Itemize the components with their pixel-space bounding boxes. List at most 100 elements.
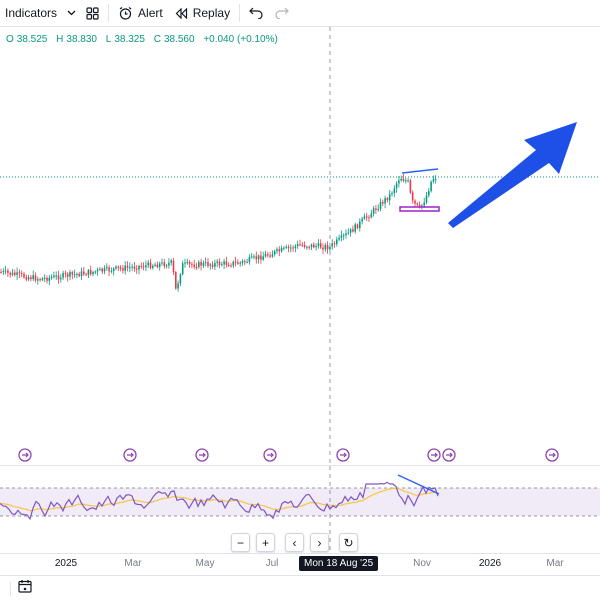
candle-body bbox=[25, 277, 28, 280]
scroll-left-button[interactable]: ‹ bbox=[285, 533, 304, 552]
candle-body bbox=[161, 262, 163, 264]
candle-body bbox=[423, 202, 425, 206]
event-markers bbox=[18, 448, 559, 462]
candle-body bbox=[398, 180, 400, 184]
redo-button[interactable] bbox=[269, 0, 295, 26]
candle-body bbox=[393, 188, 396, 193]
candle-body bbox=[99, 268, 101, 270]
chevron-right-icon: › bbox=[317, 535, 322, 550]
time-label: May bbox=[195, 558, 215, 569]
event-marker-glyph bbox=[446, 452, 453, 458]
candle-body bbox=[267, 254, 269, 256]
candle-body bbox=[108, 267, 110, 272]
price-chart[interactable] bbox=[0, 27, 600, 465]
undo-button[interactable] bbox=[243, 0, 269, 26]
candle-body bbox=[39, 279, 41, 281]
indicators-dropdown[interactable] bbox=[63, 0, 80, 26]
candle-body bbox=[191, 263, 193, 265]
low-key: L bbox=[105, 34, 112, 45]
candle-body bbox=[4, 270, 7, 272]
candle-body bbox=[92, 271, 94, 275]
candle-body bbox=[177, 283, 179, 289]
candle-body bbox=[319, 243, 322, 248]
candle-body bbox=[48, 277, 51, 281]
candle-body bbox=[411, 192, 414, 201]
candle-body bbox=[11, 272, 14, 275]
open-key: O bbox=[6, 34, 14, 45]
top-toolbar: Indicators Alert Replay bbox=[0, 0, 600, 27]
candle-body bbox=[345, 233, 347, 236]
arrow-drawing[interactable] bbox=[448, 122, 577, 228]
candle-body bbox=[53, 275, 55, 278]
candle-body bbox=[400, 178, 402, 181]
candle-body bbox=[372, 208, 375, 214]
bottom-toolbar bbox=[0, 575, 600, 601]
candle-body bbox=[188, 261, 191, 264]
candle-body bbox=[140, 265, 143, 267]
candle-body bbox=[347, 232, 350, 234]
reset-chart-button[interactable]: ↻ bbox=[339, 533, 358, 552]
candle-body bbox=[200, 261, 202, 266]
candle-body bbox=[432, 179, 435, 182]
layouts-button[interactable] bbox=[80, 0, 105, 26]
candle-body bbox=[223, 261, 225, 265]
pane-separator[interactable] bbox=[0, 465, 600, 466]
candle-body bbox=[209, 264, 212, 266]
event-marker-glyph bbox=[431, 452, 438, 458]
candle-body bbox=[110, 270, 113, 272]
candle-body bbox=[83, 271, 85, 275]
candle-body bbox=[370, 213, 373, 218]
candle-body bbox=[152, 265, 154, 268]
time-label: Mar bbox=[546, 558, 564, 569]
candle-body bbox=[285, 246, 287, 248]
rsi-pane[interactable] bbox=[0, 466, 600, 553]
plus-icon: + bbox=[261, 535, 269, 550]
candle-body bbox=[324, 245, 327, 250]
candle-body bbox=[7, 270, 9, 273]
candle-body bbox=[156, 264, 159, 268]
candle-body bbox=[23, 273, 25, 278]
candle-body bbox=[253, 256, 255, 258]
rsi-band bbox=[0, 488, 600, 516]
indicators-label: Indicators bbox=[5, 6, 58, 20]
candle-body bbox=[340, 235, 343, 238]
candle-body bbox=[145, 265, 147, 268]
candle-body bbox=[126, 265, 129, 268]
candle-body bbox=[349, 229, 352, 233]
zoom-in-button[interactable]: + bbox=[256, 533, 275, 552]
redo-icon bbox=[275, 7, 289, 19]
candle-body bbox=[416, 203, 419, 205]
rsi-trendline-drawing[interactable] bbox=[397, 474, 440, 495]
candle-body bbox=[310, 244, 313, 248]
chart-navigation: − + ‹ › ↻ bbox=[231, 533, 358, 552]
candle-body bbox=[361, 218, 363, 222]
scroll-right-button[interactable]: › bbox=[310, 533, 329, 552]
time-label: Jul bbox=[265, 558, 279, 569]
candle-body bbox=[135, 268, 138, 270]
candle-body bbox=[317, 243, 320, 247]
candle-body bbox=[2, 271, 5, 273]
alert-button[interactable]: Alert bbox=[112, 0, 169, 26]
candle-body bbox=[89, 270, 92, 275]
candle-body bbox=[296, 244, 299, 247]
candle-body bbox=[78, 273, 80, 277]
date-range-button[interactable] bbox=[17, 579, 33, 596]
rectangle-drawing[interactable] bbox=[399, 206, 440, 212]
toolbar-divider bbox=[239, 4, 241, 22]
candle-body bbox=[278, 249, 281, 252]
candle-body bbox=[342, 235, 345, 237]
candle-body bbox=[354, 224, 356, 232]
trendline-drawing[interactable] bbox=[401, 168, 439, 174]
zoom-out-button[interactable]: − bbox=[231, 533, 250, 552]
candle-body bbox=[301, 244, 304, 246]
candle-body bbox=[147, 262, 149, 266]
replay-button[interactable]: Replay bbox=[169, 0, 236, 26]
candle-body bbox=[76, 273, 78, 275]
candle-body bbox=[246, 261, 248, 263]
candle-body bbox=[46, 277, 48, 281]
candle-body bbox=[221, 264, 223, 266]
chevron-left-icon: ‹ bbox=[292, 535, 297, 550]
candle-body bbox=[179, 274, 182, 284]
undo-icon bbox=[249, 7, 263, 19]
indicators-button[interactable]: Indicators bbox=[0, 0, 63, 26]
